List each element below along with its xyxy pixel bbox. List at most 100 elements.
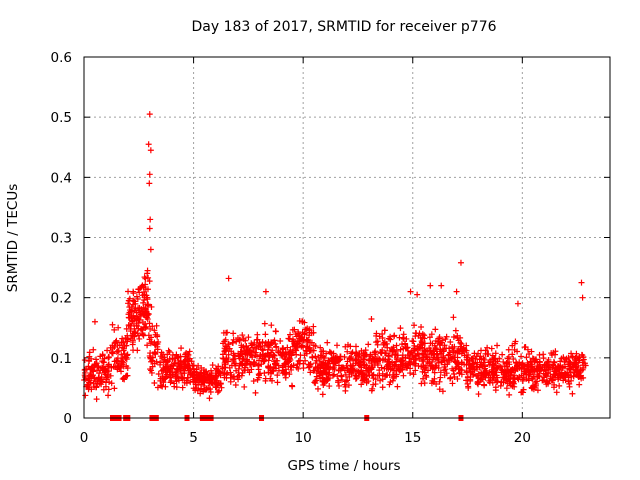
data-point bbox=[441, 372, 448, 379]
data-point bbox=[439, 388, 446, 395]
data-point bbox=[226, 364, 233, 371]
data-point bbox=[127, 335, 134, 342]
data-point bbox=[207, 389, 214, 396]
data-point bbox=[361, 349, 368, 356]
data-point bbox=[442, 336, 449, 343]
data-point bbox=[231, 373, 238, 380]
data-point bbox=[230, 330, 237, 337]
data-point bbox=[530, 373, 537, 380]
data-point bbox=[146, 171, 153, 178]
data-point bbox=[236, 372, 243, 379]
data-point bbox=[202, 368, 209, 375]
data-point bbox=[262, 375, 269, 382]
data-point bbox=[551, 366, 558, 373]
data-point bbox=[173, 365, 180, 372]
data-point bbox=[116, 342, 123, 349]
data-point bbox=[144, 342, 151, 349]
data-point bbox=[190, 385, 197, 392]
data-point bbox=[509, 351, 516, 358]
data-point bbox=[384, 371, 391, 378]
data-point bbox=[105, 392, 112, 399]
data-point bbox=[86, 353, 93, 360]
data-point bbox=[445, 359, 452, 366]
data-point bbox=[235, 376, 242, 383]
data-point bbox=[436, 386, 443, 393]
data-point bbox=[336, 382, 343, 389]
data-point bbox=[455, 360, 462, 367]
data-point bbox=[222, 336, 229, 343]
data-point bbox=[191, 369, 198, 376]
data-point bbox=[327, 349, 334, 356]
data-point bbox=[203, 386, 210, 393]
data-point bbox=[257, 352, 264, 359]
data-point bbox=[358, 361, 365, 368]
data-point bbox=[112, 340, 119, 347]
data-point bbox=[123, 356, 130, 363]
data-point bbox=[206, 395, 213, 402]
data-point bbox=[564, 371, 571, 378]
data-point bbox=[90, 346, 97, 353]
data-point bbox=[213, 379, 220, 386]
data-point bbox=[432, 337, 439, 344]
data-point bbox=[416, 344, 423, 351]
data-point bbox=[241, 364, 248, 371]
data-point bbox=[468, 368, 475, 375]
data-point bbox=[81, 357, 88, 364]
data-point bbox=[296, 332, 303, 339]
data-point bbox=[307, 369, 314, 376]
data-point bbox=[165, 365, 172, 372]
data-point bbox=[107, 372, 114, 379]
data-point bbox=[435, 359, 442, 366]
data-point bbox=[457, 259, 464, 266]
data-point bbox=[533, 378, 540, 385]
data-point bbox=[184, 365, 191, 372]
data-point bbox=[285, 335, 292, 342]
data-point bbox=[254, 331, 261, 338]
data-point bbox=[447, 374, 454, 381]
data-point bbox=[391, 333, 398, 340]
data-point bbox=[230, 358, 237, 365]
y-tick-label: 0.6 bbox=[51, 50, 72, 66]
data-point bbox=[279, 364, 286, 371]
data-point bbox=[422, 364, 429, 371]
data-point bbox=[555, 376, 562, 383]
data-point bbox=[144, 267, 151, 274]
data-point bbox=[451, 371, 458, 378]
data-point bbox=[256, 340, 263, 347]
data-point bbox=[464, 374, 471, 381]
data-point bbox=[254, 353, 261, 360]
data-point bbox=[106, 378, 113, 385]
data-point bbox=[293, 347, 300, 354]
data-point bbox=[335, 362, 342, 369]
data-point bbox=[181, 375, 188, 382]
data-point bbox=[319, 391, 326, 398]
data-point bbox=[297, 352, 304, 359]
data-point bbox=[226, 345, 233, 352]
data-point bbox=[145, 274, 152, 281]
data-point bbox=[387, 336, 394, 343]
data-point bbox=[120, 345, 127, 352]
data-point bbox=[414, 291, 421, 298]
plot-frame bbox=[83, 56, 611, 419]
data-point bbox=[518, 365, 525, 372]
data-point bbox=[346, 368, 353, 375]
x-tick-label: 20 bbox=[514, 430, 531, 446]
data-point bbox=[152, 331, 159, 338]
data-point bbox=[430, 348, 437, 355]
data-point bbox=[536, 359, 543, 366]
data-point bbox=[169, 371, 176, 378]
data-point bbox=[82, 373, 89, 380]
data-point bbox=[384, 344, 391, 351]
data-point bbox=[217, 381, 224, 388]
data-point bbox=[570, 362, 577, 369]
data-point bbox=[381, 327, 388, 334]
data-point bbox=[344, 348, 351, 355]
data-point bbox=[229, 339, 236, 346]
data-point bbox=[397, 361, 404, 368]
data-point bbox=[201, 376, 208, 383]
data-point bbox=[186, 348, 193, 355]
data-point bbox=[349, 349, 356, 356]
data-point bbox=[317, 344, 324, 351]
data-point bbox=[370, 375, 377, 382]
data-point bbox=[399, 352, 406, 359]
